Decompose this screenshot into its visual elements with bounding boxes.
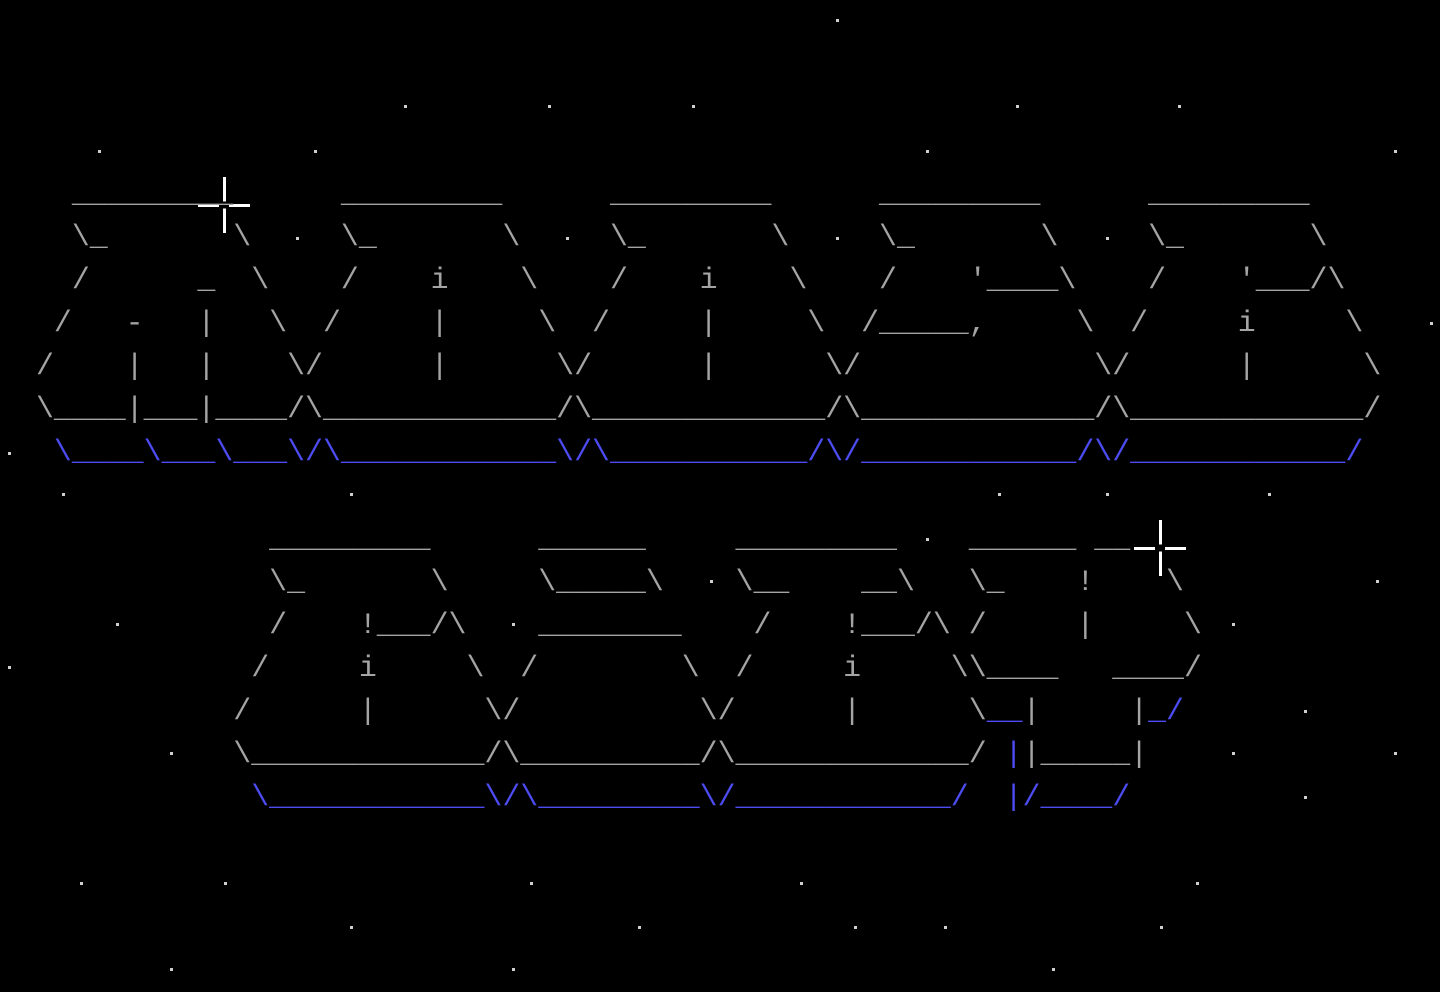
star-dot — [1178, 105, 1181, 108]
star-dot — [1376, 580, 1379, 583]
star-dot — [512, 623, 515, 626]
star-dot — [1304, 710, 1307, 713]
ascii-segment: \____________\/\_________\/____________/… — [36, 780, 1131, 814]
star-dot — [854, 926, 857, 929]
star-dot — [80, 882, 83, 885]
ascii-row: \_ \ \_____\ \__ __\ \_ ! \ — [36, 561, 1184, 604]
star-dot — [926, 150, 929, 153]
ascii-segment: / | | \/ | \/ | \/ \/ | \ — [36, 349, 1382, 383]
star-dot — [170, 752, 173, 755]
star-dot — [836, 19, 839, 22]
ascii-segment: / _ \ / i \ / i \ / '____\ / '___/\ — [36, 263, 1346, 297]
star-dot — [944, 926, 947, 929]
ascii-segment: \_ \ \_____\ \__ __\ \_ ! \ — [36, 565, 1184, 599]
star-dot — [926, 538, 929, 541]
star-dot — [1232, 623, 1235, 626]
star-dot — [566, 237, 569, 240]
star-dot — [98, 150, 101, 153]
ascii-row: \____________\/\_________\/____________/… — [36, 776, 1130, 819]
ascii-segment: _________ ______ _________ ______ __ — [36, 522, 1131, 556]
ascii-row: / - | \ / | \ / | \ /_____, \ / i \ — [36, 302, 1363, 345]
ascii-segment: |_____| — [1022, 737, 1149, 771]
star-dot — [1016, 105, 1019, 108]
star-dot — [350, 493, 353, 496]
ascii-row: _________ _________ _________ _________ … — [36, 173, 1310, 216]
ascii-row: \_____________/\__________/\____________… — [36, 733, 1148, 776]
star-dot — [692, 105, 695, 108]
ascii-segment: / | \/ \/ | \ — [36, 694, 987, 728]
ascii-segment: | | — [1022, 694, 1149, 728]
ascii-segment: / - | \ / | \ / | \ /_____, \ / i \ — [36, 306, 1364, 340]
ascii-segment: / i \ / \ / i \\____ ____/ — [36, 651, 1202, 685]
ascii-row: / | | \/ | \/ | \/ \/ | \ — [36, 345, 1381, 388]
ascii-row: / !___/\ ________ / !___/\ / | \ — [36, 604, 1202, 647]
star-dot — [800, 882, 803, 885]
star-dot — [1052, 968, 1055, 971]
star-dot — [836, 237, 839, 240]
star-dot — [224, 882, 227, 885]
star-dot — [1304, 796, 1307, 799]
ascii-segment: | — [1004, 737, 1023, 771]
star-dot — [350, 926, 353, 929]
star-dot — [998, 493, 1001, 496]
star-dot — [314, 150, 317, 153]
star-dot — [296, 237, 299, 240]
ascii-row: / | \/ \/ | \__| |_/ — [36, 690, 1184, 733]
ascii-segment: \_ \ \_ \ \_ \ \_ \ \_ \ — [36, 220, 1328, 254]
ascii-segment: \_____________/\__________/\____________… — [36, 737, 1005, 771]
star-dot — [638, 926, 641, 929]
star-dot — [170, 968, 173, 971]
ascii-segment: \____\___\___\/\____________\/\_________… — [36, 435, 1364, 469]
ascii-row: / _ \ / i \ / i \ / '____\ / '___/\ — [36, 259, 1346, 302]
ascii-segment: \____|___|____/\_____________/\_________… — [36, 392, 1382, 426]
ascii-row: \____|___|____/\_____________/\_________… — [36, 388, 1381, 431]
ascii-segment: _________ _________ _________ _________ … — [36, 177, 1310, 211]
star-dot — [1196, 882, 1199, 885]
ascii-row: \_ \ \_ \ \_ \ \_ \ \_ \ — [36, 216, 1328, 259]
ascii-row: \____\___\___\/\____________\/\_________… — [36, 431, 1363, 474]
star-dot — [1268, 493, 1271, 496]
star-dot — [1394, 752, 1397, 755]
star-dot — [116, 623, 119, 626]
ascii-segment: __ — [986, 694, 1023, 728]
star-dot — [710, 580, 713, 583]
star-dot — [62, 493, 65, 496]
star-dot — [404, 105, 407, 108]
star-dot — [1106, 493, 1109, 496]
star-dot — [8, 666, 11, 669]
star-dot — [1232, 752, 1235, 755]
star-dot — [1430, 322, 1433, 325]
ascii-segment: / !___/\ ________ / !___/\ / | \ — [36, 608, 1202, 642]
star-dot — [1394, 150, 1397, 153]
star-dot — [1106, 237, 1109, 240]
ascii-segment: _/ — [1148, 694, 1184, 728]
star-dot — [512, 968, 515, 971]
star-dot — [1160, 926, 1163, 929]
star-dot — [8, 452, 11, 455]
ascii-row: _________ ______ _________ ______ __ — [36, 518, 1130, 561]
star-dot — [548, 105, 551, 108]
star-dot — [530, 882, 533, 885]
ascii-row: / i \ / \ / i \\____ ____/ — [36, 647, 1202, 690]
